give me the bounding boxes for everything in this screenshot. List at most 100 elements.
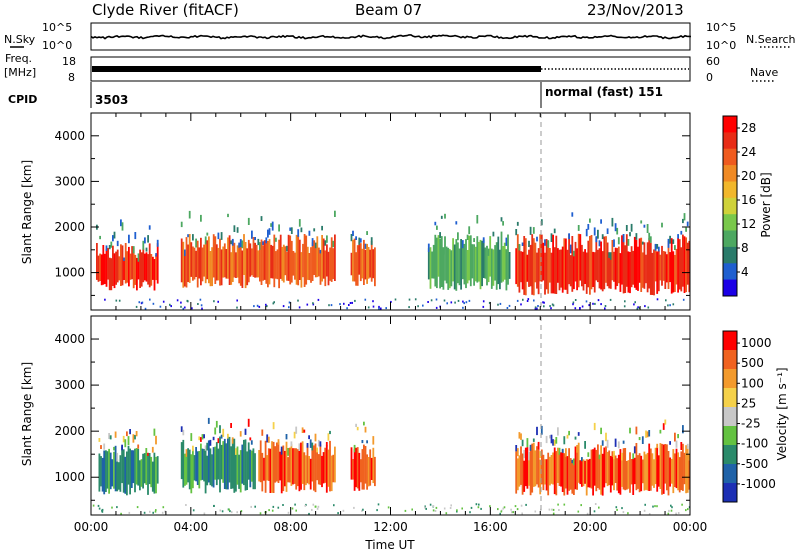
echo-block bbox=[98, 428, 159, 496]
echo-mark bbox=[484, 247, 487, 279]
ground-scatter-mark bbox=[557, 503, 559, 506]
echo-mark bbox=[581, 457, 583, 462]
echo-mark bbox=[98, 438, 101, 442]
echo-mark bbox=[252, 448, 255, 490]
echo-mark bbox=[132, 247, 135, 289]
echo-mark bbox=[241, 444, 244, 484]
ground-scatter-mark bbox=[128, 511, 131, 514]
echo-mark bbox=[230, 240, 233, 245]
echo-mark bbox=[137, 448, 140, 486]
echo-mark bbox=[318, 247, 320, 277]
echo-mark bbox=[518, 432, 521, 439]
echo-mark bbox=[236, 446, 239, 485]
echo-mark bbox=[584, 460, 586, 484]
ground-scatter-mark bbox=[621, 507, 623, 510]
echo-mark bbox=[656, 251, 659, 294]
echo-mark bbox=[261, 452, 264, 492]
freq-tick-bottom: 8 bbox=[68, 71, 75, 84]
echo-mark bbox=[630, 246, 633, 288]
echo-mark bbox=[549, 248, 551, 283]
ground-scatter-mark bbox=[376, 509, 378, 512]
echo-mark bbox=[555, 451, 558, 496]
echo-mark bbox=[361, 248, 364, 279]
echo-mark bbox=[156, 243, 159, 284]
echo-mark bbox=[301, 427, 304, 433]
ground-scatter-mark bbox=[482, 300, 485, 303]
colorbar-swatch bbox=[723, 388, 737, 408]
ground-scatter-mark bbox=[656, 505, 658, 508]
echo-mark bbox=[102, 245, 105, 285]
echo-mark bbox=[521, 251, 524, 290]
echo-mark bbox=[123, 257, 125, 280]
echo-mark bbox=[616, 248, 619, 286]
echo-mark bbox=[571, 236, 574, 292]
echo-mark bbox=[209, 448, 212, 486]
ground-scatter-mark bbox=[306, 303, 309, 306]
ground-scatter-mark bbox=[525, 503, 527, 506]
echo-mark bbox=[353, 449, 356, 491]
echo-mark bbox=[204, 242, 207, 284]
echo-mark bbox=[613, 251, 615, 282]
ground-scatter-mark bbox=[101, 510, 104, 513]
colorbar-tick-label: 8 bbox=[741, 241, 749, 255]
echo-mark bbox=[574, 241, 577, 282]
ground-scatter-mark bbox=[624, 300, 626, 303]
nsearch-label: N.Search bbox=[746, 33, 796, 46]
echo-mark bbox=[461, 244, 464, 280]
echo-mark bbox=[145, 448, 148, 485]
echo-mark bbox=[235, 252, 237, 278]
echo-mark bbox=[566, 456, 569, 495]
echo-mark bbox=[453, 244, 456, 290]
ground-scatter-mark bbox=[503, 506, 506, 509]
echo-mark bbox=[552, 452, 554, 485]
ground-scatter-mark bbox=[598, 506, 600, 509]
echo-mark bbox=[350, 447, 353, 480]
echo-mark bbox=[215, 244, 218, 281]
echo-mark bbox=[497, 236, 500, 285]
ground-scatter-mark bbox=[542, 301, 544, 304]
echo-mark bbox=[325, 445, 328, 493]
ground-scatter-mark bbox=[563, 503, 566, 506]
echo-mark bbox=[624, 448, 627, 491]
noise-sky-trace bbox=[90, 34, 692, 40]
ground-scatter-mark bbox=[522, 298, 524, 301]
echo-mark bbox=[124, 243, 127, 284]
echo-mark bbox=[487, 250, 490, 283]
echo-mark bbox=[515, 451, 518, 494]
ground-scatter-mark bbox=[343, 302, 345, 305]
echo-mark bbox=[563, 436, 566, 445]
ground-scatter-mark bbox=[488, 301, 491, 304]
echo-mark bbox=[659, 429, 662, 434]
ground-scatter-mark bbox=[429, 503, 432, 506]
echo-mark bbox=[207, 417, 210, 424]
ground-scatter-mark bbox=[265, 303, 267, 306]
colorbar-swatch bbox=[723, 483, 737, 503]
echo-mark bbox=[277, 439, 280, 445]
echo-mark bbox=[566, 434, 569, 439]
echo-mark bbox=[560, 452, 562, 487]
echo-mark bbox=[537, 441, 540, 450]
echo-block bbox=[350, 421, 376, 491]
echo-mark bbox=[156, 456, 159, 484]
echo-mark bbox=[361, 449, 364, 490]
echo-mark bbox=[372, 249, 375, 279]
echo-mark bbox=[97, 255, 100, 282]
echo-mark bbox=[137, 444, 140, 449]
echo-mark bbox=[190, 454, 193, 494]
echo-mark bbox=[587, 459, 590, 488]
ground-scatter-mark bbox=[271, 509, 274, 512]
ground-scatter-mark bbox=[408, 306, 410, 309]
ground-scatter-mark bbox=[477, 506, 480, 509]
echo-mark bbox=[156, 239, 159, 247]
ground-scatter-mark bbox=[266, 305, 268, 308]
echo-mark bbox=[297, 229, 300, 237]
colorbar-tick-label: 1000 bbox=[741, 336, 772, 350]
echo-mark bbox=[198, 436, 201, 441]
echo-mark bbox=[206, 232, 209, 236]
echo-mark bbox=[617, 237, 620, 245]
echo-mark bbox=[132, 434, 135, 443]
echo-mark bbox=[313, 240, 316, 275]
echo-mark bbox=[289, 227, 292, 231]
echo-mark bbox=[669, 252, 671, 283]
ground-scatter-mark bbox=[461, 507, 463, 510]
